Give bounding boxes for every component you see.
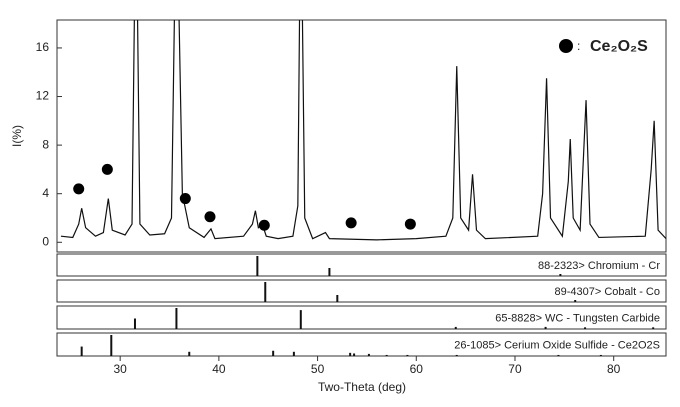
y-axis-label: I(%) [10, 125, 24, 147]
phase-marker [346, 217, 357, 228]
x-tick-label: 60 [410, 362, 424, 376]
reference-label: 26-1085> Cerium Oxide Sulfide - Ce2O2S [454, 339, 660, 351]
y-tick-label: 8 [42, 137, 49, 151]
reference-label: 65-8828> WC - Tungsten Carbide [495, 312, 660, 324]
chart: I(%) Two-Theta (deg) 0 4 8 12 16: Ce₂O₂S 88-23… [0, 0, 680, 407]
legend-marker [559, 39, 573, 53]
phase-marker [180, 193, 191, 204]
x-tick-label: 30 [113, 362, 127, 376]
spectrum-line [61, 0, 666, 240]
y-tick-label: 4 [42, 186, 49, 200]
reference-label: 88-2323> Chromium - Cr [538, 260, 660, 272]
legend-label: Ce₂O₂S [590, 38, 648, 55]
phase-marker [73, 183, 84, 194]
y-tick-label: 12 [36, 89, 50, 103]
x-axis-label: Two-Theta (deg) [318, 380, 406, 394]
legend-separator: : [577, 39, 580, 53]
phase-marker [405, 219, 416, 230]
x-tick-label: 80 [607, 362, 621, 376]
x-tick-label: 50 [311, 362, 325, 376]
phase-marker [259, 220, 270, 231]
x-tick-label: 70 [508, 362, 522, 376]
y-tick-label: 16 [36, 40, 50, 54]
y-tick-label: 0 [42, 234, 49, 248]
phase-marker [102, 164, 113, 175]
reference-label: 89-4307> Cobalt - Co [555, 286, 660, 298]
x-tick-label: 40 [212, 362, 226, 376]
plot-frame [57, 20, 666, 252]
phase-marker [204, 211, 215, 222]
